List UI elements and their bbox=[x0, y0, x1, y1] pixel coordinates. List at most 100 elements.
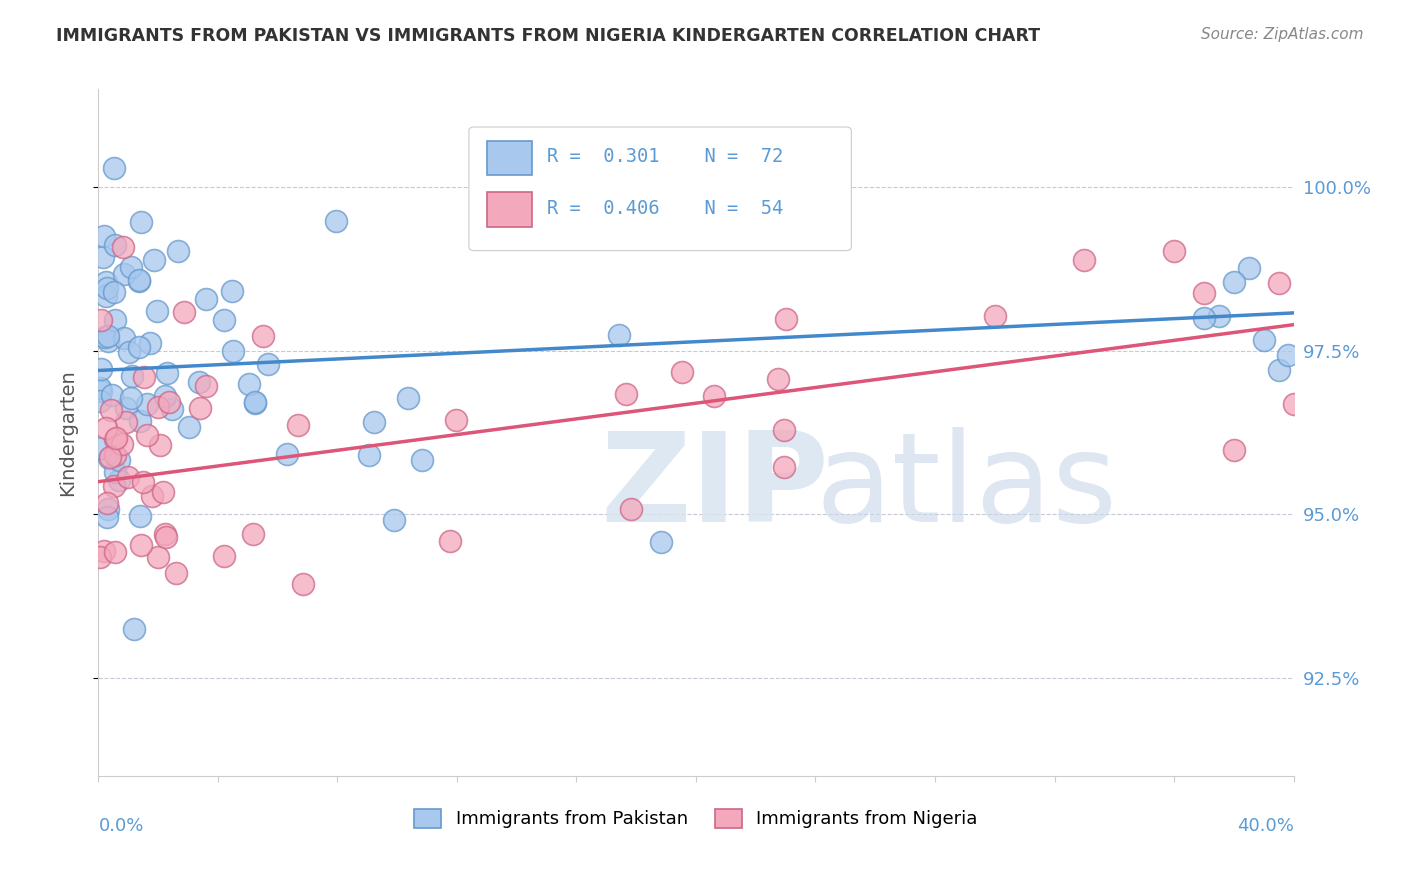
Point bbox=[104, 448, 127, 462]
Point bbox=[134, 370, 156, 384]
Point bbox=[94, 420, 117, 434]
Point bbox=[105, 431, 128, 445]
Point bbox=[188, 375, 211, 389]
Point bbox=[146, 303, 169, 318]
Point bbox=[165, 566, 187, 580]
Point bbox=[90, 441, 112, 455]
Point bbox=[1192, 310, 1215, 325]
Point bbox=[142, 252, 165, 267]
Point bbox=[93, 543, 115, 558]
Point bbox=[94, 289, 117, 303]
Text: Source: ZipAtlas.com: Source: ZipAtlas.com bbox=[1201, 27, 1364, 42]
Point bbox=[97, 329, 120, 343]
Point bbox=[775, 311, 797, 326]
Point bbox=[104, 544, 127, 558]
Point bbox=[128, 340, 150, 354]
Point bbox=[173, 305, 195, 319]
Point bbox=[90, 361, 112, 376]
Point bbox=[607, 328, 630, 343]
Point bbox=[89, 381, 111, 395]
Point bbox=[89, 550, 111, 565]
Point bbox=[157, 395, 180, 409]
Point bbox=[363, 415, 385, 429]
Point bbox=[671, 365, 693, 379]
Text: 40.0%: 40.0% bbox=[1237, 817, 1294, 835]
Point bbox=[136, 397, 159, 411]
Point bbox=[155, 389, 177, 403]
Bar bbox=[486, 141, 533, 175]
Bar bbox=[486, 193, 533, 227]
Point bbox=[139, 335, 162, 350]
Text: ZIP: ZIP bbox=[600, 427, 830, 548]
Legend: Immigrants from Pakistan, Immigrants from Nigeria: Immigrants from Pakistan, Immigrants fro… bbox=[406, 802, 986, 836]
Point bbox=[614, 387, 637, 401]
Point bbox=[1267, 363, 1289, 377]
Point bbox=[104, 313, 127, 327]
Point bbox=[1073, 253, 1095, 268]
Point bbox=[152, 485, 174, 500]
Point bbox=[984, 310, 1007, 324]
Point bbox=[620, 501, 643, 516]
Point bbox=[242, 527, 264, 541]
Text: 0.0%: 0.0% bbox=[98, 817, 143, 835]
Point bbox=[90, 384, 112, 398]
Point bbox=[117, 469, 139, 483]
Point bbox=[257, 357, 280, 371]
Point bbox=[773, 459, 796, 474]
Point bbox=[148, 549, 170, 564]
Point bbox=[141, 489, 163, 503]
Point bbox=[773, 423, 796, 437]
Point bbox=[650, 534, 672, 549]
Point bbox=[103, 285, 125, 299]
Point bbox=[114, 415, 136, 429]
Point bbox=[103, 479, 125, 493]
Point bbox=[1208, 309, 1230, 323]
Point bbox=[1192, 285, 1215, 300]
Point bbox=[94, 330, 117, 344]
Text: R =  0.301    N =  72: R = 0.301 N = 72 bbox=[547, 147, 783, 166]
Point bbox=[103, 161, 125, 175]
Point bbox=[108, 452, 131, 467]
Point bbox=[114, 401, 136, 416]
Point bbox=[100, 403, 122, 417]
Point bbox=[96, 334, 118, 348]
Point bbox=[195, 292, 218, 306]
Point bbox=[155, 530, 177, 544]
Point bbox=[112, 331, 135, 345]
Point bbox=[1277, 347, 1299, 361]
Y-axis label: Kindergarten: Kindergarten bbox=[59, 369, 77, 496]
Text: R =  0.406    N =  54: R = 0.406 N = 54 bbox=[547, 199, 783, 218]
Point bbox=[120, 260, 142, 274]
Point bbox=[89, 393, 111, 408]
Point bbox=[703, 389, 725, 403]
Point bbox=[252, 329, 274, 343]
Point bbox=[132, 475, 155, 489]
Point bbox=[98, 451, 121, 466]
Point bbox=[238, 377, 260, 392]
Point bbox=[188, 401, 211, 415]
Point bbox=[91, 250, 114, 264]
Point bbox=[153, 526, 176, 541]
Point bbox=[110, 436, 132, 450]
Point bbox=[325, 214, 347, 228]
Text: IMMIGRANTS FROM PAKISTAN VS IMMIGRANTS FROM NIGERIA KINDERGARTEN CORRELATION CHA: IMMIGRANTS FROM PAKISTAN VS IMMIGRANTS F… bbox=[56, 27, 1040, 45]
Point bbox=[104, 237, 127, 252]
Point bbox=[148, 400, 170, 414]
Point bbox=[135, 428, 157, 442]
Point bbox=[149, 437, 172, 451]
Point bbox=[1237, 261, 1260, 276]
Point bbox=[129, 538, 152, 552]
Point bbox=[97, 502, 120, 516]
Point bbox=[104, 432, 127, 446]
Point bbox=[212, 549, 235, 564]
Point bbox=[90, 313, 112, 327]
FancyBboxPatch shape bbox=[470, 127, 852, 251]
Point bbox=[118, 344, 141, 359]
Point bbox=[446, 413, 468, 427]
Point bbox=[1253, 333, 1275, 347]
Point bbox=[245, 396, 267, 410]
Point bbox=[439, 534, 461, 549]
Point bbox=[276, 447, 298, 461]
Point bbox=[177, 420, 200, 434]
Point bbox=[195, 378, 218, 392]
